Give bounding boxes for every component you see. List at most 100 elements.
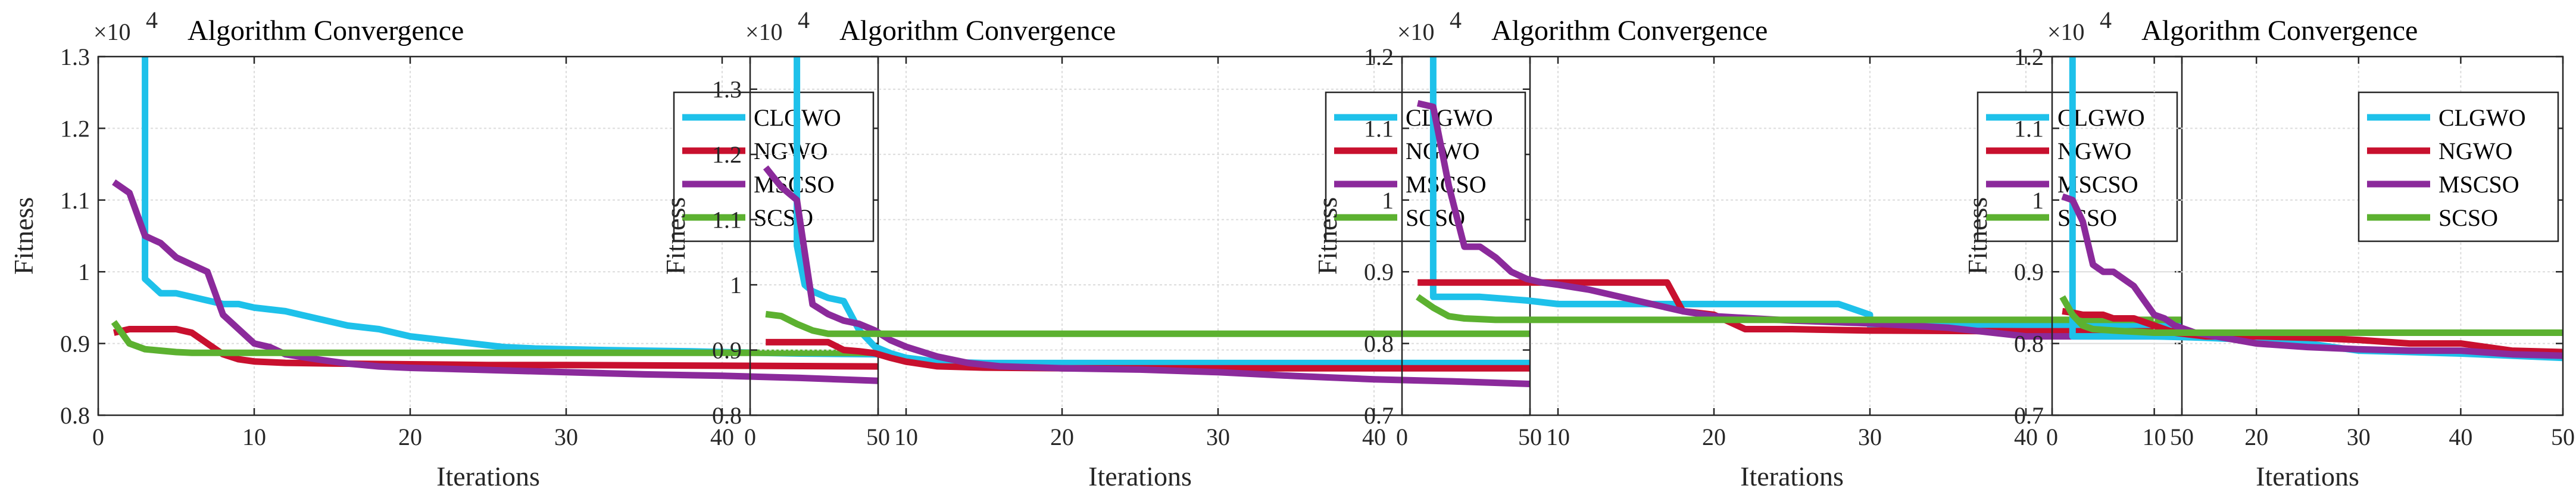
- chart-title: Algorithm Convergence: [1491, 15, 1768, 46]
- x-axis-label: Iterations: [2256, 461, 2359, 491]
- x-tick-label: 10: [2143, 424, 2166, 450]
- y-tick-label: 1.2: [60, 115, 90, 142]
- axis-exponent-power: 4: [798, 7, 810, 33]
- series-line-scso: [765, 310, 1530, 337]
- y-tick-label: 1: [730, 272, 742, 298]
- y-tick-label: 1.2: [712, 141, 742, 168]
- axis-exponent-power: 4: [1450, 7, 1462, 33]
- x-tick-label: 40: [710, 424, 734, 450]
- y-axis-label: Fitness: [1312, 197, 1342, 275]
- y-tick-label: 0.9: [60, 331, 90, 357]
- x-tick-label: 10: [1546, 424, 1570, 450]
- legend-item-ngwo: NGWO: [682, 138, 828, 164]
- chart-panel-4: 0 10 20 30 40 50 0.7 0.8 0.9 1 1.1 1.2×10 4 Algorithm…: [1962, 7, 2575, 491]
- x-tick-label: 50: [866, 424, 890, 450]
- y-tick-label: 0.8: [60, 402, 90, 429]
- axis-exponent: ×10: [1397, 18, 1435, 45]
- legend-item-mscso: MSCSO: [2367, 171, 2519, 198]
- x-tick-label: 0: [1396, 424, 1408, 450]
- y-tick-label: 1: [1382, 187, 1394, 214]
- x-tick-label: 30: [1858, 424, 1882, 450]
- x-tick-label: 0: [744, 424, 756, 450]
- y-tick-label: 1.1: [60, 187, 90, 214]
- x-tick-label: 40: [2014, 424, 2038, 450]
- x-tick-label: 0: [92, 424, 104, 450]
- series-line-scso: [1416, 294, 2182, 323]
- legend-label: SCSO: [754, 204, 813, 231]
- x-tick-label: 20: [398, 424, 422, 450]
- x-tick-label: 40: [2449, 424, 2472, 450]
- plot-frame: [1401, 55, 2183, 416]
- x-tick-label: 0: [2046, 424, 2058, 450]
- legend-label: NGWO: [2438, 138, 2512, 164]
- axis-exponent: ×10: [2047, 18, 2085, 45]
- y-tick-label: 1.2: [2014, 43, 2044, 70]
- chart-title: Algorithm Convergence: [839, 15, 1116, 46]
- legend: CLGWO NGWO MSCSO SCSO: [2358, 91, 2559, 242]
- x-tick-label: 50: [1518, 424, 1542, 450]
- y-tick-label: 1: [2032, 187, 2044, 214]
- y-tick-label: 0.9: [2014, 259, 2044, 285]
- series-line-mscso: [2061, 193, 2563, 359]
- y-axis-label: Fitness: [8, 197, 39, 275]
- x-axis-label: Iterations: [1088, 461, 1192, 491]
- x-tick-label: 20: [1050, 424, 1074, 450]
- x-tick-label: 50: [2170, 424, 2194, 450]
- chart-panel-1: 0 10 20 30 40 500.80.911.11.21.3×10 4 Algorithm…: [8, 7, 890, 491]
- y-tick-label: 1.1: [712, 207, 742, 234]
- series-line-scso: [111, 320, 878, 356]
- legend-label: NGWO: [2057, 138, 2131, 164]
- x-tick-label: 20: [1702, 424, 1726, 450]
- y-tick-label: 0.7: [1364, 402, 1394, 429]
- legend-label: MSCSO: [2438, 171, 2519, 198]
- x-axis-label: Iterations: [436, 461, 540, 491]
- y-tick-label: 1: [78, 259, 90, 285]
- axis-exponent-power: 4: [146, 7, 158, 33]
- chart-panel-3: 0 10 20 30 40 500.70.80.911.11.2×10 4 Algorithm…: [1312, 7, 2194, 491]
- y-axis-label: Fitness: [1962, 197, 1993, 275]
- plot-frame: [2051, 55, 2564, 416]
- legend-label: CLGWO: [2438, 104, 2526, 131]
- series-line-scso: [2059, 295, 2563, 336]
- series-line-ngwo: [2062, 307, 2563, 356]
- x-tick-label: 10: [242, 424, 266, 450]
- y-tick-label: 1.3: [712, 76, 742, 103]
- x-axis-label: Iterations: [1740, 461, 1844, 491]
- x-tick-label: 30: [2347, 424, 2371, 450]
- legend-item-ngwo: NGWO: [2367, 138, 2512, 164]
- y-tick-label: 0.8: [712, 402, 742, 429]
- axis-exponent: ×10: [745, 18, 783, 45]
- y-tick-label: 0.7: [2014, 402, 2044, 429]
- series-line-mscso: [763, 165, 1530, 387]
- y-tick-label: 0.9: [712, 337, 742, 364]
- series-line-ngwo: [113, 326, 878, 370]
- y-axis-label: Fitness: [660, 197, 691, 275]
- legend-label: SCSO: [2438, 204, 2498, 231]
- x-tick-label: 40: [1362, 424, 1386, 450]
- legend-item-clgwo: CLGWO: [2367, 104, 2526, 131]
- x-tick-label: 30: [554, 424, 578, 450]
- y-tick-label: 0.8: [2014, 331, 2044, 357]
- axis-exponent-power: 4: [2100, 7, 2112, 33]
- y-tick-label: 0.8: [1364, 331, 1394, 357]
- y-tick-label: 1.1: [2014, 115, 2044, 142]
- x-tick-label: 10: [894, 424, 918, 450]
- legend-item-scso: SCSO: [2367, 204, 2498, 231]
- x-tick-label: 50: [2551, 424, 2575, 450]
- series-line-mscso: [1416, 99, 2182, 340]
- legend-label: CLGWO: [1406, 104, 1493, 131]
- x-tick-label: 20: [2244, 424, 2268, 450]
- plot-frame: [97, 55, 879, 416]
- chart-title: Algorithm Convergence: [188, 15, 464, 46]
- y-tick-label: 1.2: [1364, 43, 1394, 70]
- chart-title: Algorithm Convergence: [2141, 15, 2418, 46]
- y-tick-label: 0.9: [1364, 259, 1394, 285]
- y-tick-label: 1.3: [60, 43, 90, 70]
- chart-panel-2: 0 10 20 30 40 500.80.911.11.21.3×10 4 Algorithm…: [660, 7, 1542, 491]
- y-tick-label: 1.1: [1364, 115, 1394, 142]
- legend-label: NGWO: [754, 138, 828, 164]
- plot-frame: [749, 55, 1531, 416]
